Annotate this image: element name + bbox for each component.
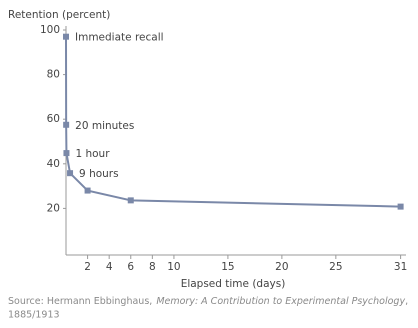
x-tick-label: 20 <box>275 261 288 273</box>
source-line-1: Source: Hermann Ebbinghaus, Memory: A Con… <box>8 296 408 307</box>
y-axis-title: Retention (percent) <box>8 9 110 21</box>
x-tick-label: 31 <box>394 261 407 273</box>
point-marker <box>63 150 70 157</box>
point-marker <box>84 187 91 194</box>
x-tick-label: 6 <box>127 261 134 273</box>
point-label: 1 hour <box>75 148 110 160</box>
source-book: Memory: A Contribution to Experimental P… <box>156 296 405 307</box>
point-label: 20 minutes <box>75 120 134 132</box>
x-tick-label: 2 <box>84 261 91 273</box>
x-tick-label: 15 <box>221 261 234 273</box>
y-tick-label: 20 <box>47 202 60 214</box>
source-year: 1885/1913 <box>8 310 60 321</box>
point-label: Immediate recall <box>75 32 164 44</box>
x-tick-label: 8 <box>149 261 156 273</box>
point-marker <box>397 203 404 210</box>
source-prefix: Source: Hermann Ebbinghaus, <box>8 296 152 307</box>
point-marker <box>63 121 70 128</box>
y-tick-label: 40 <box>47 158 60 170</box>
x-tick-label: 25 <box>329 261 342 273</box>
y-tick-label: 80 <box>47 69 60 81</box>
point-marker <box>63 33 69 40</box>
point-marker <box>127 197 134 204</box>
x-tick-label: 10 <box>167 261 180 273</box>
point-label: 9 hours <box>79 168 119 180</box>
x-tick-label: 4 <box>106 261 113 273</box>
y-tick-label: 100 <box>40 24 60 36</box>
source-punct: , <box>405 296 408 307</box>
y-tick-label: 60 <box>47 113 60 125</box>
x-axis-title: Elapsed time (days) <box>181 278 286 290</box>
point-marker <box>67 170 74 177</box>
